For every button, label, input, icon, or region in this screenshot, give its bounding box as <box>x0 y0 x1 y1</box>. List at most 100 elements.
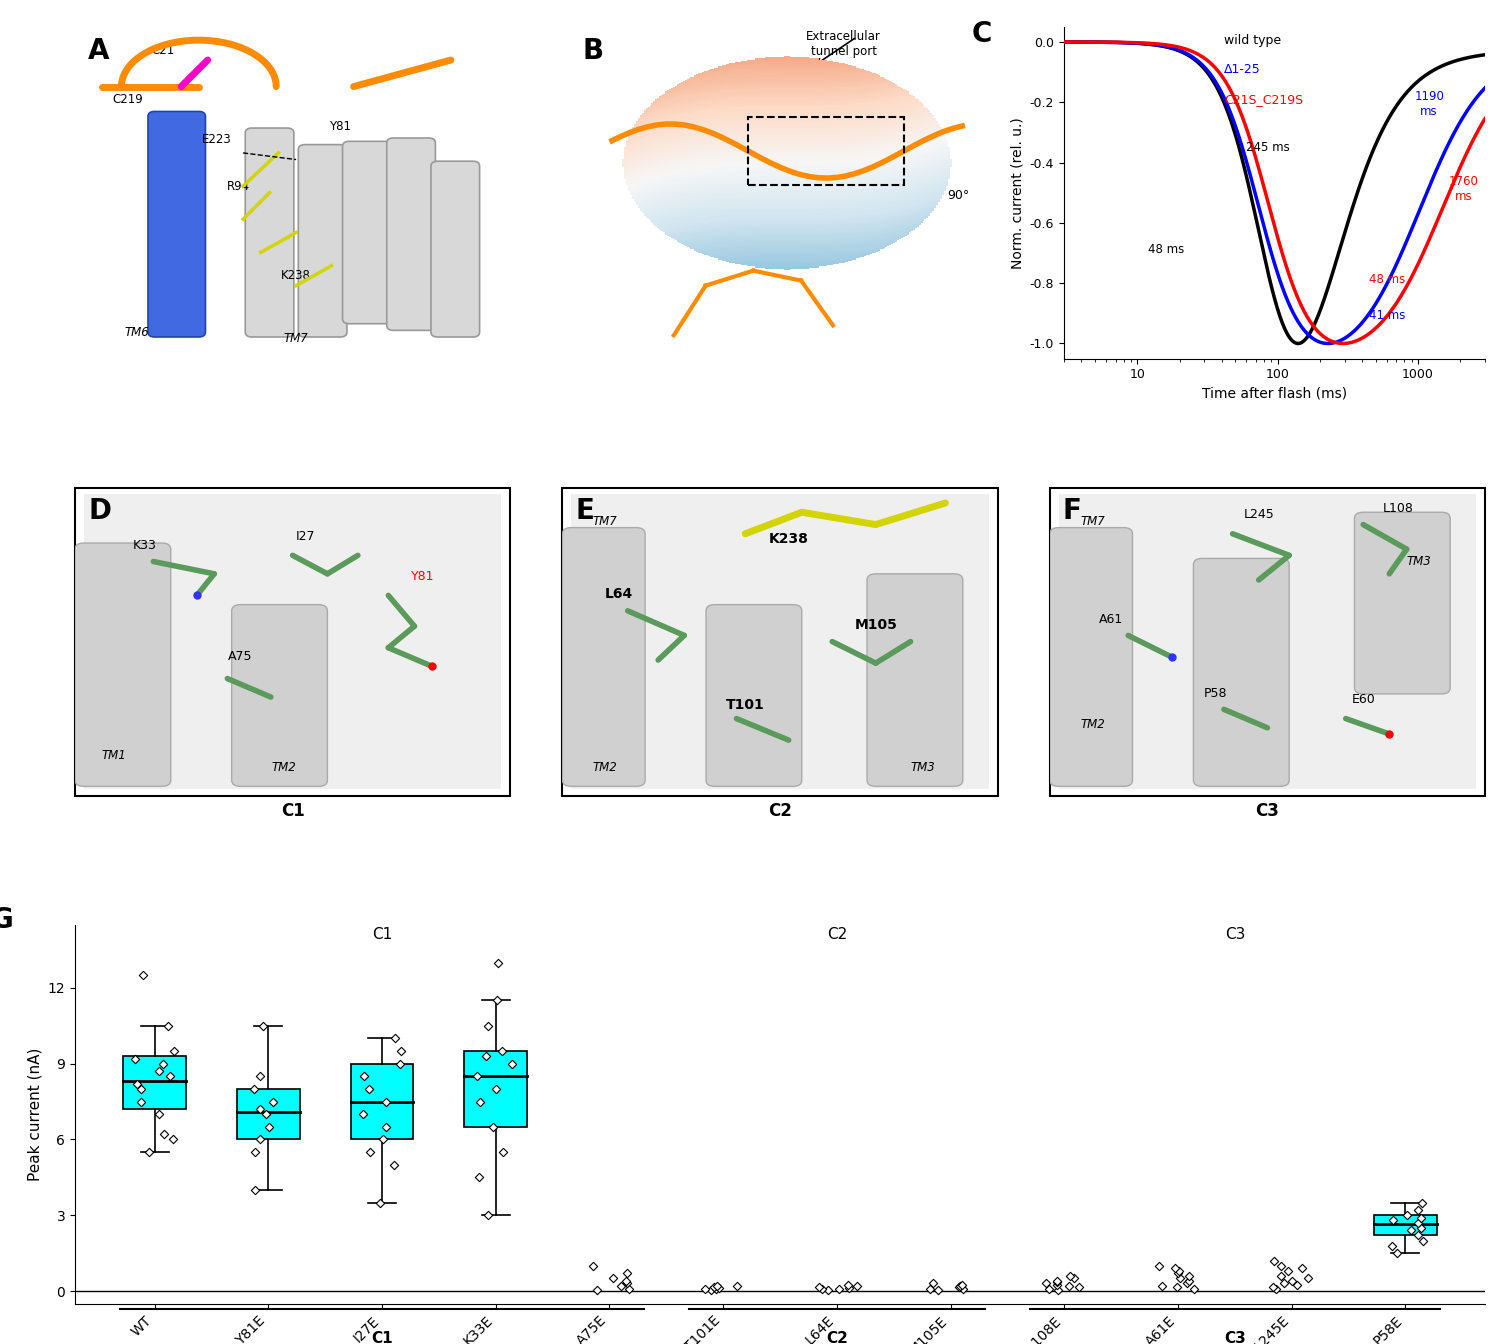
Point <box>1168 1267 1192 1289</box>
Point <box>381 1154 405 1176</box>
Point <box>827 1278 850 1300</box>
Y-axis label: Peak current (nA): Peak current (nA) <box>27 1047 42 1181</box>
Point <box>616 1278 640 1300</box>
Text: TM3: TM3 <box>910 761 936 774</box>
Point <box>1035 1273 1059 1294</box>
Text: C2: C2 <box>827 1332 848 1344</box>
Point <box>251 1015 274 1036</box>
FancyBboxPatch shape <box>342 141 392 324</box>
Point <box>918 1278 942 1300</box>
Text: F: F <box>1064 497 1082 526</box>
Point <box>482 1116 506 1137</box>
Point <box>254 1103 278 1125</box>
Point <box>1260 1277 1284 1298</box>
FancyBboxPatch shape <box>298 145 346 337</box>
Text: C: C <box>970 20 992 48</box>
Text: 48 ms: 48 ms <box>1149 243 1185 255</box>
Point <box>836 1274 860 1296</box>
Point <box>468 1167 492 1188</box>
Text: Extracellular
tunnel port: Extracellular tunnel port <box>806 30 880 58</box>
Point <box>162 1040 186 1062</box>
Point <box>1174 1273 1198 1294</box>
Text: C21: C21 <box>152 43 176 56</box>
Text: A75: A75 <box>228 650 252 663</box>
Point <box>1263 1278 1287 1300</box>
Point <box>1380 1235 1404 1257</box>
Point <box>261 1091 285 1113</box>
Point <box>374 1116 398 1137</box>
Point <box>1384 1242 1408 1263</box>
Point <box>1146 1255 1170 1277</box>
Point <box>130 965 154 986</box>
Point <box>1406 1199 1429 1220</box>
Point <box>486 952 510 973</box>
Point <box>129 1091 153 1113</box>
Point <box>926 1279 950 1301</box>
Text: A: A <box>88 36 110 65</box>
Text: L108: L108 <box>1383 503 1413 515</box>
FancyBboxPatch shape <box>706 605 803 786</box>
FancyBboxPatch shape <box>867 574 963 786</box>
Text: D: D <box>88 497 111 526</box>
Bar <box>351 1063 414 1140</box>
Point <box>243 1141 267 1163</box>
Point <box>249 1129 273 1150</box>
Point <box>158 1066 182 1087</box>
Text: C3: C3 <box>1224 1332 1245 1344</box>
Point <box>147 1103 171 1125</box>
Text: L245: L245 <box>1244 508 1274 521</box>
Point <box>1062 1267 1086 1289</box>
Text: E60: E60 <box>1352 694 1376 706</box>
Point <box>147 1060 171 1082</box>
Point <box>810 1278 834 1300</box>
Text: C1: C1 <box>280 802 304 820</box>
Text: Δ1-25: Δ1-25 <box>1224 63 1260 77</box>
Point <box>615 1262 639 1284</box>
Point <box>704 1278 728 1300</box>
Text: T101: T101 <box>726 699 765 712</box>
FancyBboxPatch shape <box>84 493 501 789</box>
Text: 1760
ms: 1760 ms <box>1449 175 1478 203</box>
Point <box>357 1078 381 1099</box>
Point <box>123 1048 147 1070</box>
Point <box>258 1116 282 1137</box>
Point <box>1166 1277 1190 1298</box>
Point <box>1269 1265 1293 1286</box>
Point <box>1263 1250 1287 1271</box>
Point <box>921 1273 945 1294</box>
Point <box>1276 1261 1300 1282</box>
Text: E223: E223 <box>201 133 231 146</box>
Point <box>1047 1279 1071 1301</box>
Point <box>352 1066 376 1087</box>
Point <box>585 1279 609 1301</box>
Point <box>1046 1274 1070 1296</box>
Text: C3: C3 <box>1224 927 1245 942</box>
Text: L64: L64 <box>604 587 633 602</box>
Point <box>614 1270 638 1292</box>
Point <box>1182 1278 1206 1300</box>
Point <box>242 1078 266 1099</box>
Text: TM7: TM7 <box>592 515 618 528</box>
Point <box>609 1275 633 1297</box>
Point <box>382 1028 406 1050</box>
Point <box>1058 1265 1082 1286</box>
Text: TM2: TM2 <box>592 761 618 774</box>
Point <box>1290 1258 1314 1279</box>
Point <box>129 1078 153 1099</box>
Text: TM7: TM7 <box>284 332 309 345</box>
Point <box>388 1040 412 1062</box>
Point <box>1410 1207 1434 1228</box>
Point <box>1162 1258 1186 1279</box>
Point <box>492 1141 516 1163</box>
Point <box>1066 1277 1090 1298</box>
X-axis label: Time after flash (ms): Time after flash (ms) <box>1202 387 1347 401</box>
Point <box>490 1040 514 1062</box>
Point <box>1410 1192 1434 1214</box>
Point <box>724 1275 748 1297</box>
Point <box>1269 1255 1293 1277</box>
Point <box>706 1277 730 1298</box>
Text: C219: C219 <box>112 93 144 106</box>
Text: B: B <box>582 36 604 65</box>
Point <box>468 1091 492 1113</box>
Text: TM6: TM6 <box>124 325 150 339</box>
